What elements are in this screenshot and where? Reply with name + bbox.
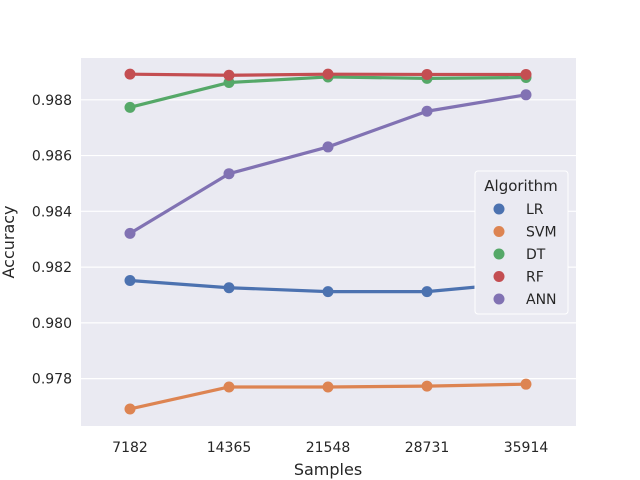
data-point-ann xyxy=(421,105,433,117)
legend-marker-ann xyxy=(493,293,505,305)
y-tick-label: 0.988 xyxy=(32,93,72,109)
y-tick-label: 0.982 xyxy=(32,260,72,276)
y-tick-label: 0.978 xyxy=(32,372,72,388)
legend-label-svm: SVM xyxy=(526,225,557,241)
data-point-rf xyxy=(223,69,235,81)
x-tick-label: 28731 xyxy=(405,440,450,456)
x-tick-label: 7182 xyxy=(112,440,148,456)
legend-title: Algorithm xyxy=(484,177,557,195)
x-tick-label: 35914 xyxy=(504,440,549,456)
data-point-svm xyxy=(421,380,433,392)
data-point-rf xyxy=(322,68,334,80)
data-point-ann xyxy=(223,168,235,180)
data-point-rf xyxy=(421,68,433,80)
data-point-svm xyxy=(322,381,334,393)
data-point-ann xyxy=(520,89,532,101)
legend-marker-rf xyxy=(493,271,505,282)
legend: Algorithm LR SVM DT RF ANN xyxy=(474,170,569,315)
x-tick-labels: 7182 14365 21548 28731 35914 xyxy=(112,440,548,456)
legend-label-ann: ANN xyxy=(526,292,557,308)
data-point-lr xyxy=(223,282,235,294)
data-point-svm xyxy=(520,378,532,390)
legend-label-lr: LR xyxy=(526,202,544,218)
legend-label-rf: RF xyxy=(526,270,544,286)
y-tick-label: 0.984 xyxy=(32,204,72,220)
x-tick-label: 21548 xyxy=(306,440,351,456)
legend-marker-svm xyxy=(493,226,505,237)
data-point-dt xyxy=(124,101,136,113)
data-point-lr xyxy=(421,286,433,298)
legend-label-dt: DT xyxy=(526,247,546,263)
series-layer xyxy=(124,68,532,415)
data-point-lr xyxy=(322,286,334,298)
series-svm xyxy=(124,378,532,415)
y-axis-label: Accuracy xyxy=(0,205,18,278)
y-tick-labels: 0.978 0.980 0.982 0.984 0.986 0.988 xyxy=(32,93,72,388)
data-point-svm xyxy=(124,403,136,415)
legend-marker-lr xyxy=(493,203,505,215)
x-tick-label: 14365 xyxy=(207,440,252,456)
data-point-ann xyxy=(124,227,136,239)
data-point-rf xyxy=(520,68,532,80)
y-tick-label: 0.980 xyxy=(32,316,72,332)
data-point-rf xyxy=(124,68,136,80)
legend-marker-dt xyxy=(493,248,505,260)
data-point-svm xyxy=(223,381,235,393)
data-point-lr xyxy=(124,274,136,286)
y-tick-label: 0.986 xyxy=(32,149,72,165)
series-ann xyxy=(124,89,532,239)
legend-items: LR SVM DT RF ANN xyxy=(493,202,557,308)
series-rf xyxy=(124,68,532,81)
data-point-ann xyxy=(322,141,334,153)
x-axis-label: Samples xyxy=(294,460,362,479)
